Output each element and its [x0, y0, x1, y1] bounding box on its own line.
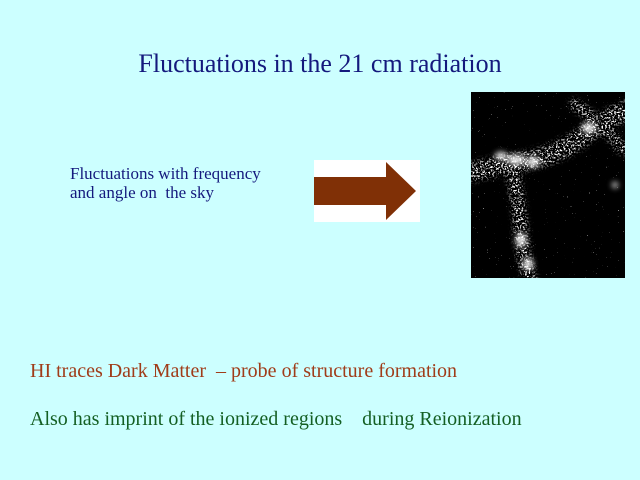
caption-block: Fluctuations with frequency and angle on… — [70, 164, 261, 202]
caption-line-2: and angle on the sky — [70, 183, 214, 202]
arrow-box — [314, 160, 420, 222]
reionization-text: Also has imprint of the ionized regions … — [30, 408, 522, 430]
fluctuation-map-image — [471, 92, 625, 278]
right-arrow-shape — [314, 162, 416, 220]
slide-title: Fluctuations in the 21 cm radiation — [138, 49, 502, 78]
hi-traces-text: HI traces Dark Matter – probe of structu… — [30, 360, 458, 382]
right-arrow-icon — [314, 162, 416, 220]
caption-line-1: Fluctuations with frequency — [70, 164, 261, 183]
fluctuation-map-graphic — [471, 92, 625, 278]
